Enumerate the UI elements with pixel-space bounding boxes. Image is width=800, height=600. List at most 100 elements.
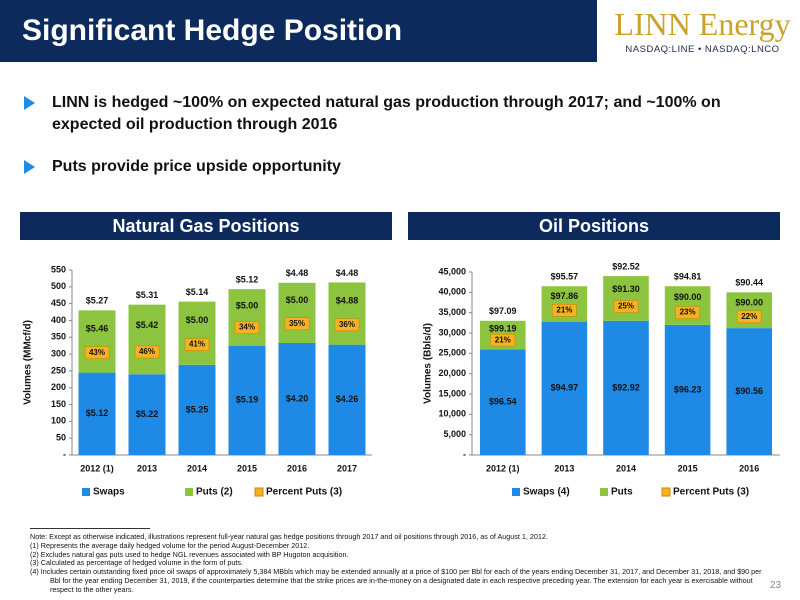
x-tick-label: 2016 xyxy=(287,463,307,473)
legend-label: Swaps (4) xyxy=(523,487,570,498)
price-label: $5.00 xyxy=(186,315,209,325)
percent-box xyxy=(134,345,160,359)
price-label: $96.54 xyxy=(489,397,517,407)
percent-box xyxy=(284,317,310,331)
bar-segment xyxy=(228,345,266,455)
total-label: $4.48 xyxy=(336,268,359,278)
legend-label: Puts (2) xyxy=(196,487,233,498)
x-tick-label: 2017 xyxy=(337,463,357,473)
price-label: $90.56 xyxy=(735,386,763,396)
note: (4) Includes certain outstanding fixed p… xyxy=(30,567,762,594)
chart: - 50 100 150 200 250 300 350 400 450 500 550 Volumes… xyxy=(23,264,372,498)
price-label: $5.46 xyxy=(86,323,109,333)
bar-segment xyxy=(278,282,316,343)
percent-box xyxy=(490,333,516,347)
x-tick-label: 2014 xyxy=(616,463,636,473)
price-label: $97.86 xyxy=(551,291,579,301)
price-label: $4.20 xyxy=(286,393,309,403)
legend-swatch xyxy=(512,488,520,496)
y-tick-label: 50 xyxy=(56,433,66,443)
bullet: LINN is hedged ~100% on expected natural… xyxy=(52,94,721,133)
bar-segment xyxy=(328,344,366,455)
y-tick-label: 350 xyxy=(51,332,66,342)
y-tick-label: 100 xyxy=(51,416,66,426)
bullet-icon xyxy=(24,96,35,110)
notes: Note: Except as otherwise indicated, ill… xyxy=(30,532,765,595)
price-label: $94.97 xyxy=(551,383,579,393)
divider xyxy=(30,528,150,529)
y-tick-label: 450 xyxy=(51,298,66,308)
price-label: $99.19 xyxy=(489,324,517,334)
x-tick-label: 2013 xyxy=(137,463,157,473)
y-tick-label: 550 xyxy=(51,264,66,274)
y-axis-label: Volumes (MMcf/d) xyxy=(23,320,34,405)
percent-label: 22% xyxy=(741,312,757,321)
y-tick-label: 400 xyxy=(51,315,66,325)
price-label: $5.19 xyxy=(236,395,259,405)
legend-swatch xyxy=(82,488,90,496)
legend-label: Puts xyxy=(611,487,633,498)
price-label: $5.42 xyxy=(136,320,159,330)
y-tick-label: 10,000 xyxy=(438,409,466,419)
y-tick-label: 45,000 xyxy=(438,266,466,276)
bar-segment xyxy=(228,289,266,346)
y-tick-label: 30,000 xyxy=(438,327,466,337)
percent-box xyxy=(84,346,110,359)
note: (1) Represents the average daily hedged … xyxy=(30,540,310,550)
price-label: $4.88 xyxy=(336,295,359,305)
x-tick-label: 2013 xyxy=(554,463,574,473)
percent-label: 35% xyxy=(289,319,305,328)
legend-label: Swaps xyxy=(93,487,125,498)
percent-box xyxy=(613,300,639,313)
total-label: $95.57 xyxy=(551,272,579,282)
bar-segment xyxy=(328,282,366,345)
bar-segment xyxy=(78,310,116,373)
y-tick-label: 300 xyxy=(51,348,66,358)
y-axis-label: Volumes (Bbls/d) xyxy=(423,323,434,404)
bar-segment xyxy=(603,276,649,321)
x-tick-label: 2012 (1) xyxy=(486,463,520,473)
y-tick-label: 150 xyxy=(51,399,66,409)
percent-label: 34% xyxy=(239,323,255,332)
y-tick-label: 250 xyxy=(51,365,66,375)
note: (3) Calculated as percentage of hedged v… xyxy=(30,558,243,568)
y-tick-label: 40,000 xyxy=(438,287,466,297)
bar-segment xyxy=(603,320,649,455)
note: (2) Excludes natural gas puts used to he… xyxy=(30,549,349,559)
total-label: $90.44 xyxy=(735,278,763,288)
total-label: $5.14 xyxy=(186,287,209,297)
price-label: $5.00 xyxy=(236,301,259,311)
legend-swatch xyxy=(254,487,264,497)
total-label: $5.27 xyxy=(86,296,109,306)
price-label: $5.12 xyxy=(86,408,109,418)
legend-swatch xyxy=(661,487,671,497)
price-label: $90.00 xyxy=(674,292,702,302)
bar-segment xyxy=(541,321,588,455)
price-label: $96.23 xyxy=(674,384,702,394)
price-label: $5.25 xyxy=(186,404,209,414)
total-label: $94.81 xyxy=(674,272,702,282)
bar-segment xyxy=(178,364,216,455)
bar-segment xyxy=(128,304,166,375)
y-tick-label: - xyxy=(463,449,466,459)
bar-segment xyxy=(128,374,166,455)
total-label: $97.09 xyxy=(489,306,517,316)
percent-box xyxy=(736,310,762,323)
price-label: $4.26 xyxy=(336,394,359,404)
legend-label: Percent Puts (3) xyxy=(266,487,342,498)
percent-label: 46% xyxy=(139,347,155,356)
logo-tickers: NASDAQ:LINE • NASDAQ:LNCO xyxy=(625,44,780,55)
bar-segment xyxy=(78,372,116,455)
header-bar xyxy=(0,0,597,62)
percent-label: 43% xyxy=(89,348,105,357)
percent-label: 41% xyxy=(189,340,205,349)
price-label: $5.00 xyxy=(286,295,309,305)
percent-label: 23% xyxy=(680,308,696,317)
bar-segment xyxy=(278,342,316,455)
x-tick-label: 2012 (1) xyxy=(80,463,114,473)
x-tick-label: 2016 xyxy=(739,463,759,473)
legend-label: Percent Puts (3) xyxy=(673,487,749,498)
bar-segment xyxy=(664,324,711,455)
legend-swatch xyxy=(185,488,193,496)
